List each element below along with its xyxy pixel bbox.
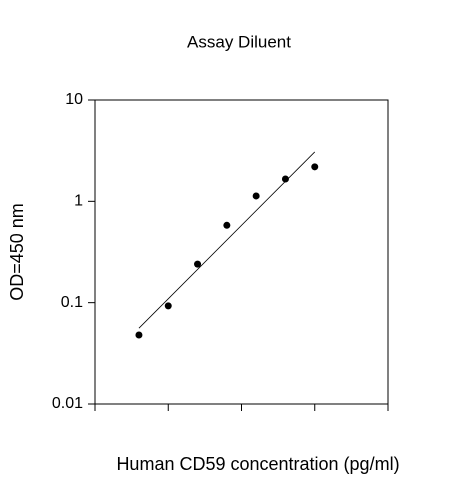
data-point xyxy=(135,331,143,339)
data-point xyxy=(223,221,231,229)
chart-title: Assay Diluent xyxy=(187,32,291,51)
y-tick-label: 10 xyxy=(65,91,83,108)
y-tick-label: 1 xyxy=(74,193,83,210)
data-point xyxy=(252,192,260,200)
x-axis-label: Human CD59 concentration (pg/ml) xyxy=(116,454,399,474)
data-point xyxy=(194,260,202,268)
y-axis-label: OD=450 nm xyxy=(7,203,27,301)
data-point xyxy=(164,302,172,310)
y-tick-label: 0.1 xyxy=(61,294,83,311)
data-point xyxy=(281,175,289,183)
y-tick-label: 0.01 xyxy=(52,395,83,412)
data-point xyxy=(311,163,319,171)
